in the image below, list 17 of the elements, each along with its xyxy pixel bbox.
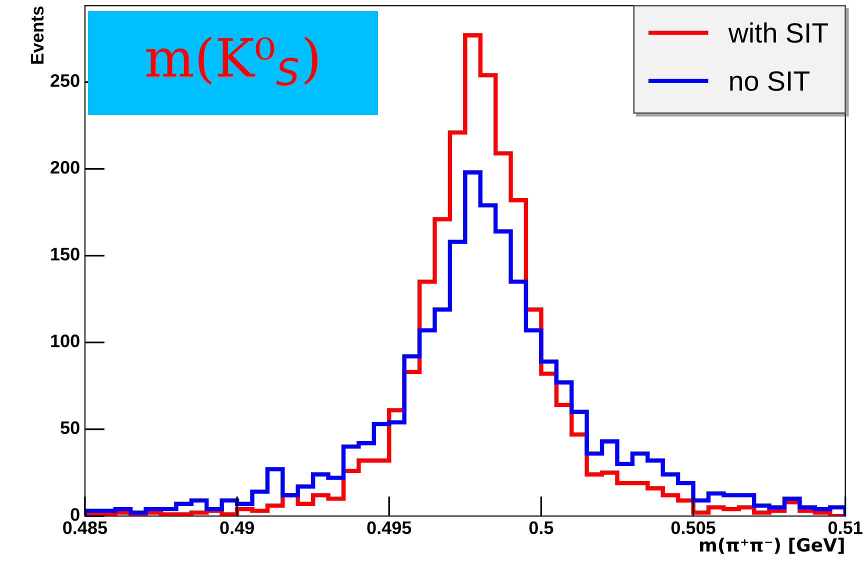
y-tick-label: 100 [51,334,80,348]
y-tick-label: 50 [60,421,80,434]
legend-label: with SIT [728,22,828,43]
y-tick-label: 250 [50,74,80,87]
legend-label: no SIT [730,71,810,91]
text: m(K⁰$_{S}$) [146,36,318,86]
x-tick-label: 0.495 [367,521,412,534]
x-tick-label: 0.49 [220,521,254,534]
x-tick-label: 0.505 [671,521,716,534]
x-tick-label: 0.51 [828,521,862,534]
y-tick-label: 150 [51,248,80,261]
x-tick-label: 0.5 [529,521,554,534]
x-axis-title: m(π⁺π⁻) [GeV] [700,538,844,554]
x-tick-label: 0.485 [63,521,108,534]
y-axis-title: Events [31,6,44,64]
y-tick-label: 200 [50,160,80,174]
y-tick-label: 0 [70,508,80,521]
